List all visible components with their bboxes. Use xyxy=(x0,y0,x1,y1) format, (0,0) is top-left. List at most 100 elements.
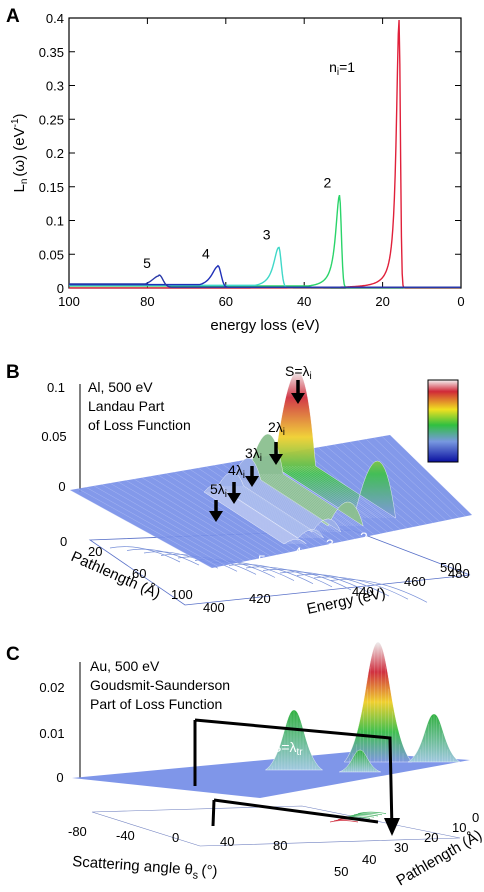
b-marker-label-0: S=λi xyxy=(285,363,312,382)
b-peak-hatch-1-11 xyxy=(275,473,356,527)
lambda-tr-label-c: S=λtr xyxy=(272,739,303,758)
ni-label-b-main: n xyxy=(392,526,400,542)
angle-title-c-sub: s xyxy=(192,869,199,881)
b-peak-hatch-1-9 xyxy=(270,473,351,527)
b-marker-label-3: 4λi xyxy=(228,462,245,481)
b-peak-hatch-1-6 xyxy=(263,473,344,527)
b-mesh-line-2 xyxy=(85,487,226,566)
a-xtick-label-5: 0 xyxy=(457,294,464,309)
b-peak-hatch-1-13 xyxy=(280,473,361,527)
ni-label-b-rest: =1 xyxy=(402,526,418,542)
b-peak-hatch-0-10 xyxy=(303,465,384,519)
pathlength-tick-b-2: 100 xyxy=(171,587,193,602)
b-contour-0 xyxy=(109,546,181,563)
b-mesh-line-8 xyxy=(133,478,265,558)
b-marker-arrow-head-4 xyxy=(209,511,223,522)
contour-label-b-3: 3 xyxy=(326,536,334,552)
b-peak-hatch-0-13 xyxy=(312,465,393,519)
b-contour-13 xyxy=(330,579,428,603)
b-peak-hatch-2-3 xyxy=(238,479,319,533)
y-axis-title-a-sup: -1 xyxy=(10,118,21,127)
b-marker-label-1: 2λi xyxy=(268,419,285,438)
b-peak-hatch-4-3 xyxy=(208,491,289,545)
b-peak-hatch-3-12 xyxy=(239,485,321,539)
pathlength-tick-b-0: 20 xyxy=(88,544,102,559)
b-mesh-line-37 xyxy=(365,438,453,520)
b-mesh-line-1 xyxy=(77,488,219,567)
b-peak-hatch-0-8 xyxy=(297,465,378,519)
c-contour-7 xyxy=(357,811,387,814)
path-tick-c-4: 10 xyxy=(452,820,466,835)
y-axis-title-a-main: L xyxy=(11,184,28,192)
a-ytick-label-8: 0.4 xyxy=(46,11,64,26)
b-peak-hatch-2-4 xyxy=(240,479,321,533)
b-peak-hatch-3-7 xyxy=(230,485,311,539)
b-mesh-line-39 xyxy=(381,436,466,517)
panel-label-a: A xyxy=(6,6,20,27)
panel-b: B 0 0.05 0.1 Al, 500 eV Landau Part of L… xyxy=(6,362,473,618)
b-peak-hatch-1-12 xyxy=(278,473,359,527)
panel-label-c: C xyxy=(6,644,20,665)
b-peak-hatch-3-10 xyxy=(236,485,317,539)
z-tick-b-1: 0.05 xyxy=(41,429,66,444)
b-marker-arrow-head-1 xyxy=(269,454,283,465)
b-mesh-line-35 xyxy=(349,441,440,522)
b-peak-hatch-1-10 xyxy=(273,473,354,527)
inset-line-b-2: of Loss Function xyxy=(88,417,191,433)
x-axis-ticks-a: 100 80 60 40 20 0 xyxy=(58,18,465,309)
a-ytick-label-0: 0 xyxy=(57,281,64,296)
lambda-tr-prefix: S= xyxy=(272,739,290,755)
bottom-tick-b: 0 xyxy=(60,534,67,549)
curves-a xyxy=(69,19,461,289)
c-contour-0 xyxy=(329,820,359,823)
energy-tick-b-1: 420 xyxy=(249,591,271,606)
z-tick-b-0: 0 xyxy=(58,479,65,494)
b-peak-hatch-4-7 xyxy=(215,491,296,545)
z-tick-b-2: 0.1 xyxy=(47,380,65,395)
b-peak-hatch-1-8 xyxy=(268,473,349,527)
energy-tick-b-2: 440 xyxy=(352,584,374,599)
a-xtick-label-2: 60 xyxy=(219,294,233,309)
b-marker-label-4: 5λi xyxy=(210,481,227,500)
transport-path-c xyxy=(193,718,394,831)
angle-tick-c-4: 80 xyxy=(273,838,287,853)
contour-label-b-4: 4 xyxy=(294,544,302,560)
angle-title-c-main: Scattering angle θ xyxy=(72,853,194,878)
b-marker-arrow-head-0 xyxy=(291,393,305,404)
panel-c: C 0 0.01 0.02 Au, 500 eV Goudsmit-Saunde… xyxy=(6,641,484,889)
a-series-label-0: ni=1 xyxy=(329,59,355,78)
a-xtick-label-4: 20 xyxy=(375,294,389,309)
b-mesh-line-40 xyxy=(389,434,473,516)
z-tick-c-2: 0.02 xyxy=(39,680,64,695)
energy-tick-b-4: 480 xyxy=(448,566,470,581)
b-peak-hatch-4-1 xyxy=(205,491,286,545)
b-peak-hatch-4-5 xyxy=(211,491,293,545)
path-tick-c-1: 40 xyxy=(362,852,376,867)
pathlength-tick-b-1: 60 xyxy=(132,566,146,581)
a-series-label-1: 2 xyxy=(323,175,331,191)
b-mesh-line-9 xyxy=(141,477,271,557)
angle-title-c: Scattering angle θs (°) xyxy=(72,853,218,883)
b-mesh-line-7 xyxy=(125,480,258,559)
angle-tick-c-0: -80 xyxy=(68,824,87,839)
a-xtick-label-1: 80 xyxy=(140,294,154,309)
y-axis-title-a-close: ) xyxy=(11,113,28,118)
b-peak-hatch-2-12 xyxy=(256,479,337,533)
b-peak-hatch-4-13 xyxy=(224,491,305,545)
inset-line-b-1: Landau Part xyxy=(88,398,164,414)
b-peak-ridge-2 xyxy=(231,458,342,533)
b-peak-hatch-4-4 xyxy=(210,491,291,545)
a-ytick-label-1: 0.05 xyxy=(39,247,64,262)
b-peak-hatch-3-11 xyxy=(238,485,319,539)
energy-tick-b-3: 460 xyxy=(404,574,426,589)
b-mesh-line-5 xyxy=(109,482,245,562)
x-axis-title-a: energy loss (eV) xyxy=(210,317,319,334)
z-tick-c-1: 0.01 xyxy=(39,726,64,741)
b-mesh-line-6 xyxy=(117,481,252,561)
contour-label-b-5: 5 xyxy=(258,552,266,568)
b-peak-hatch-3-13 xyxy=(241,485,322,539)
b-mesh-line-38 xyxy=(373,437,460,518)
b-mesh-line-0 xyxy=(69,489,213,569)
energy-tick-b-0: 400 xyxy=(203,600,225,615)
z-tick-c-0: 0 xyxy=(56,770,63,785)
